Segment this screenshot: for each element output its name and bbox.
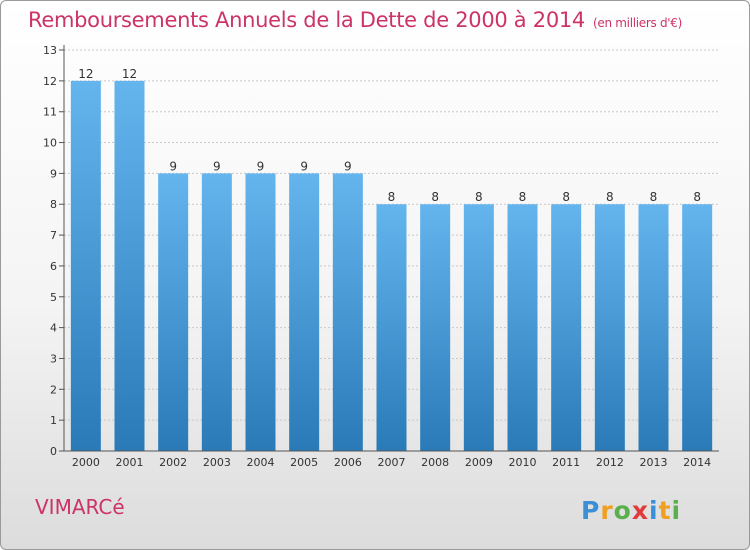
x-tick-label: 2011 — [552, 456, 580, 469]
y-tick-label: 7 — [50, 229, 57, 242]
y-tick-label: 11 — [43, 106, 57, 119]
data-label: 9 — [257, 159, 265, 173]
x-tick-label: 2014 — [683, 456, 711, 469]
bar — [463, 204, 494, 451]
data-label: 8 — [431, 190, 439, 204]
bar — [420, 204, 451, 451]
bars: 12 12 9 9 9 9 9 8 8 8 8 8 8 8 8 — [70, 67, 713, 451]
data-label: 8 — [562, 190, 570, 204]
x-tick-label: 2003 — [203, 456, 231, 469]
data-label: 8 — [519, 190, 527, 204]
bar — [682, 204, 713, 451]
data-label: 8 — [388, 190, 396, 204]
x-tick-label: 2010 — [509, 456, 537, 469]
data-label: 8 — [650, 190, 658, 204]
bar — [289, 173, 320, 451]
y-tick-label: 0 — [50, 445, 57, 458]
data-label: 9 — [300, 159, 308, 173]
bar — [158, 173, 189, 451]
x-tick-label: 2004 — [247, 456, 275, 469]
place-name: VIMARCé — [35, 495, 125, 519]
chart-title: Remboursements Annuels de la Dette de 20… — [28, 8, 682, 32]
data-label: 9 — [169, 159, 177, 173]
y-tick-label: 13 — [43, 44, 57, 57]
data-label: 8 — [606, 190, 614, 204]
data-label: 9 — [213, 159, 221, 173]
y-tick-label: 10 — [43, 137, 57, 150]
x-tick-label: 2000 — [72, 456, 100, 469]
data-label: 8 — [693, 190, 701, 204]
bar — [551, 204, 582, 451]
svg-text:Proxiti: Proxiti — [581, 496, 681, 525]
x-tick-label: 2007 — [378, 456, 406, 469]
bar — [376, 204, 407, 451]
bar — [638, 204, 669, 451]
data-label: 12 — [122, 67, 137, 81]
y-tick-label: 9 — [50, 167, 57, 180]
proxiti-logo: Proxiti — [581, 496, 681, 525]
data-label: 9 — [344, 159, 352, 173]
bar — [507, 204, 538, 451]
x-tick-label: 2008 — [421, 456, 449, 469]
data-label: 8 — [475, 190, 483, 204]
y-tick-label: 6 — [50, 260, 57, 273]
y-tick-label: 4 — [50, 322, 57, 335]
bar — [245, 173, 276, 451]
x-tick-label: 2005 — [290, 456, 318, 469]
title-text: Remboursements Annuels de la Dette de 20… — [28, 8, 585, 32]
y-tick-label: 3 — [50, 352, 57, 365]
bar — [332, 173, 363, 451]
data-label: 12 — [78, 67, 93, 81]
bar — [594, 204, 625, 451]
x-tick-label: 2013 — [640, 456, 668, 469]
x-tick-label: 2009 — [465, 456, 493, 469]
x-tick-label: 2006 — [334, 456, 362, 469]
y-tick-label: 2 — [50, 383, 57, 396]
bar — [114, 80, 145, 451]
bar — [70, 80, 101, 451]
y-tick-label: 8 — [50, 198, 57, 211]
title-unit: (en milliers d'€) — [593, 16, 683, 30]
y-tick-label: 1 — [50, 414, 57, 427]
x-tick-label: 2001 — [116, 456, 144, 469]
x-tick-label: 2002 — [159, 456, 187, 469]
y-tick-label: 5 — [50, 291, 57, 304]
x-tick-label: 2012 — [596, 456, 624, 469]
y-tick-label: 12 — [43, 75, 57, 88]
bar — [201, 173, 232, 451]
